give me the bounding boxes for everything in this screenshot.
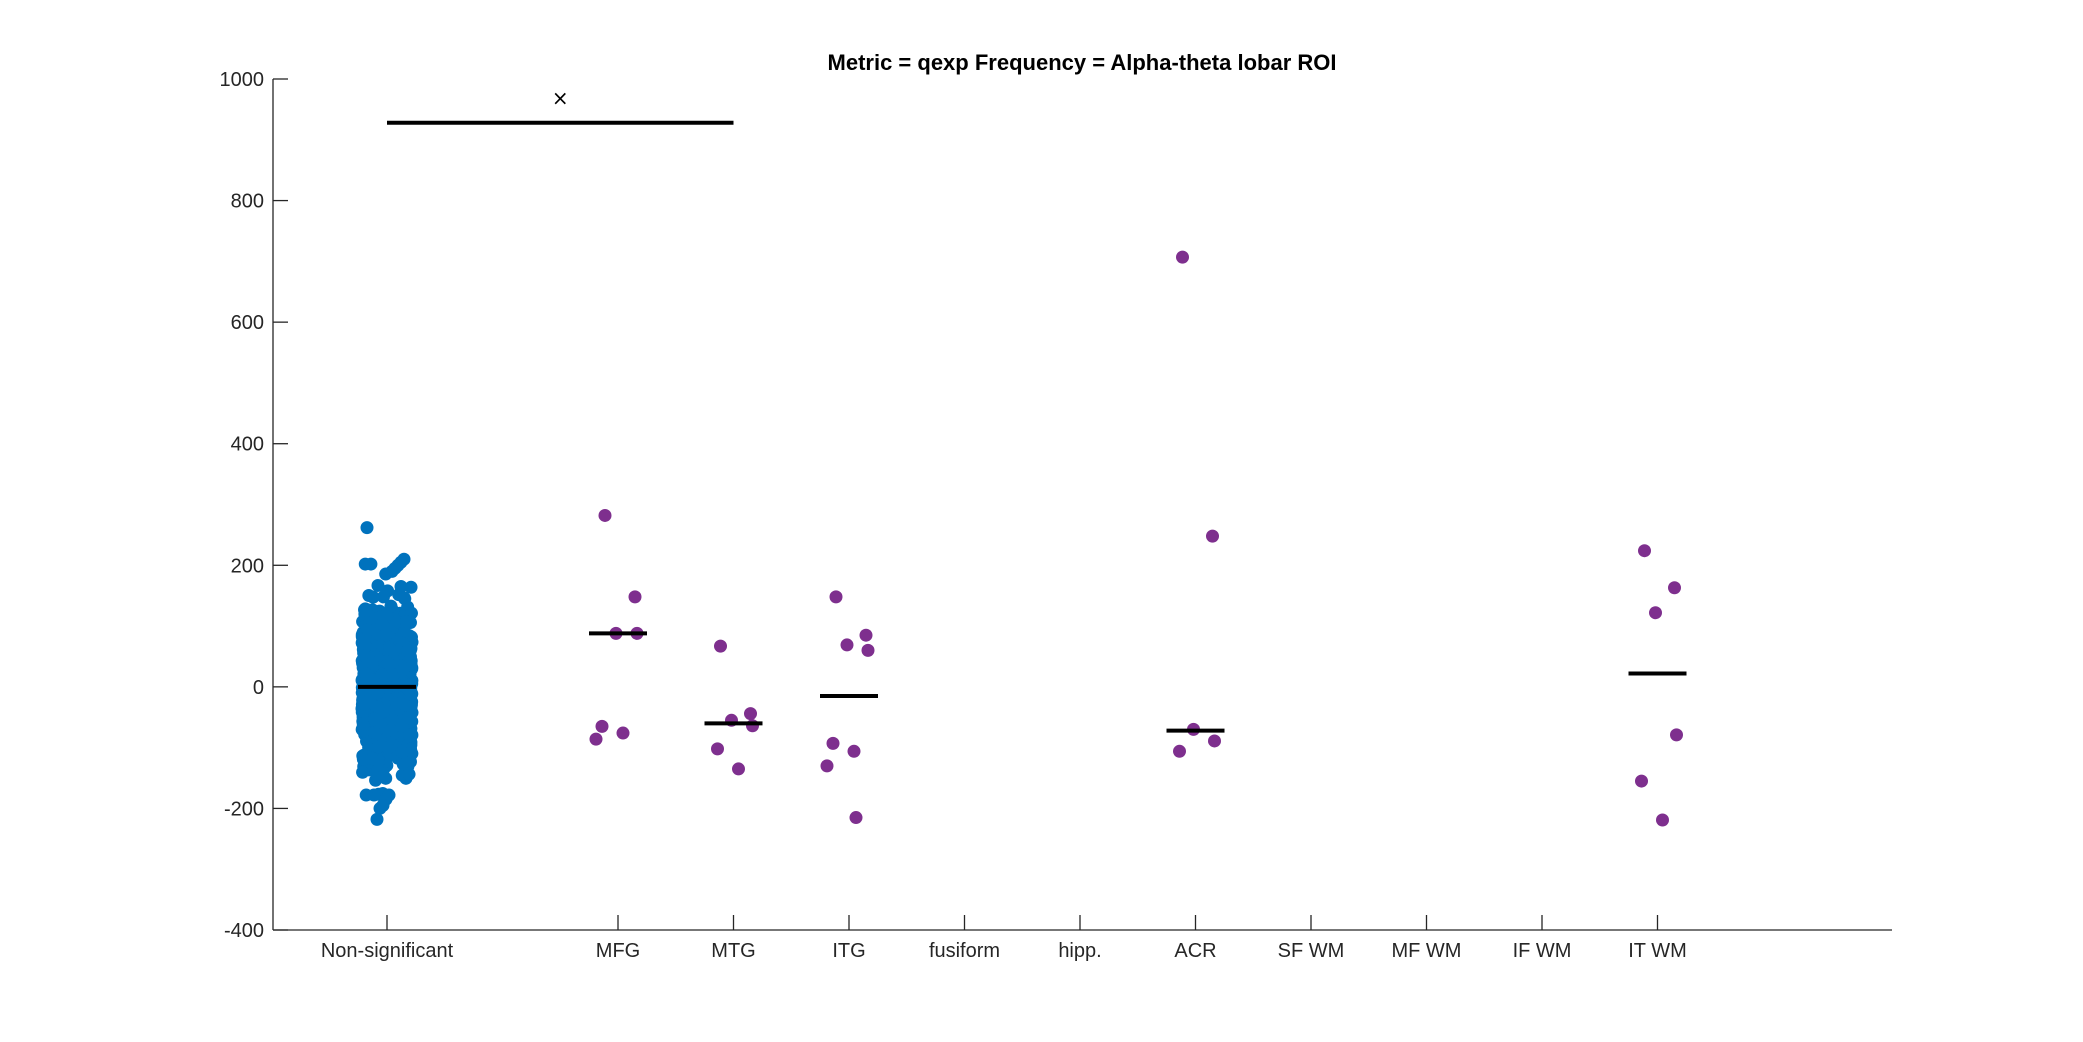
x-tick-label: IT WM bbox=[1628, 940, 1687, 962]
significant-point bbox=[1635, 774, 1648, 788]
significant-point bbox=[1638, 544, 1651, 558]
nonsignificant-point bbox=[371, 740, 385, 754]
significance-marker: × bbox=[552, 86, 569, 110]
significant-point bbox=[714, 639, 727, 653]
nonsignificant-point bbox=[370, 812, 384, 826]
nonsignificant-point bbox=[356, 765, 370, 779]
axes bbox=[272, 79, 1892, 931]
median-lines bbox=[358, 631, 1687, 733]
x-tick-label: ITG bbox=[832, 940, 865, 962]
nonsignificant-point bbox=[367, 712, 381, 726]
nonsignificant-point bbox=[360, 521, 374, 535]
significant-point bbox=[1656, 813, 1669, 827]
significant-point bbox=[826, 736, 840, 750]
nonsignificant-point bbox=[379, 771, 393, 785]
nonsignificant-point bbox=[362, 589, 376, 603]
x-axis-ticks: Non-significant MFG MTG ITG fusiform hipp. ACR… bbox=[321, 915, 1687, 962]
nonsignificant-point bbox=[401, 644, 415, 658]
nonsignificant-point bbox=[403, 729, 417, 743]
x-tick-label: Non-significant bbox=[321, 940, 454, 962]
nonsignificant-point bbox=[381, 741, 395, 755]
nonsignificant-point bbox=[359, 667, 373, 681]
x-tick-label: ACR bbox=[1174, 940, 1216, 962]
nonsignificant-point bbox=[379, 628, 393, 642]
nonsignificant-point bbox=[371, 579, 385, 593]
nonsignificant-point bbox=[385, 723, 399, 737]
y-tick-label: 600 bbox=[231, 312, 264, 334]
nonsignificant-point bbox=[365, 752, 379, 766]
significant-point bbox=[711, 742, 724, 756]
significant-point bbox=[1208, 734, 1221, 748]
y-tick-label: 1000 bbox=[220, 69, 265, 91]
nonsignificant-point bbox=[401, 711, 415, 725]
significant-point bbox=[829, 590, 843, 604]
x-tick-label: SF WM bbox=[1278, 940, 1345, 962]
x-tick-label: MTG bbox=[711, 940, 755, 962]
significant-point bbox=[1206, 529, 1219, 543]
significant-point bbox=[1668, 581, 1681, 595]
significant-point bbox=[859, 628, 873, 642]
nonsignificant-point bbox=[368, 726, 382, 740]
significant-point bbox=[847, 744, 861, 758]
nonsignificant-point bbox=[386, 713, 400, 727]
significant-point bbox=[746, 719, 759, 733]
nonsignificant-point bbox=[396, 662, 410, 676]
significant-point bbox=[1670, 728, 1683, 742]
nonsignificant-point bbox=[376, 590, 390, 604]
significant-point bbox=[1176, 250, 1189, 264]
nonsignificant-point bbox=[398, 592, 412, 606]
y-tick-label: -400 bbox=[224, 920, 264, 942]
significant-point bbox=[840, 638, 854, 652]
nonsignificant-point bbox=[361, 623, 375, 637]
nonsignificant-point bbox=[358, 640, 372, 654]
y-axis-ticks: -400 -200 0 200 400 600 800 1000 bbox=[220, 69, 288, 942]
nonsignificant-point bbox=[386, 668, 400, 682]
significant-point bbox=[744, 707, 757, 721]
nonsignificant-point bbox=[395, 745, 409, 759]
y-tick-label: -200 bbox=[224, 798, 264, 820]
nonsignificant-points bbox=[355, 521, 419, 826]
x-tick-label: IF WM bbox=[1513, 940, 1572, 962]
significant-point bbox=[732, 762, 745, 776]
nonsignificant-point bbox=[375, 617, 389, 631]
significant-point bbox=[589, 732, 603, 746]
nonsignificant-point bbox=[359, 604, 373, 618]
x-tick-label: fusiform bbox=[929, 940, 1000, 962]
significant-points bbox=[589, 250, 1683, 827]
nonsignificant-point bbox=[385, 564, 399, 578]
y-tick-label: 200 bbox=[231, 555, 264, 577]
significant-point bbox=[616, 726, 630, 740]
significant-point bbox=[849, 811, 863, 825]
nonsignificant-point bbox=[398, 698, 412, 712]
nonsignificant-point bbox=[384, 599, 398, 613]
significant-point bbox=[598, 508, 612, 522]
significant-point bbox=[595, 719, 609, 733]
x-tick-label: hipp. bbox=[1058, 940, 1101, 962]
nonsignificant-point bbox=[402, 767, 416, 781]
nonsignificant-point bbox=[404, 580, 418, 594]
nonsignificant-point bbox=[383, 657, 397, 671]
significant-point bbox=[628, 590, 642, 604]
nonsignificant-point bbox=[365, 656, 379, 670]
nonsignificant-point bbox=[364, 557, 378, 571]
chart-title: Metric = qexp Frequency = Alpha-theta lo… bbox=[828, 50, 1337, 75]
significant-point bbox=[861, 643, 875, 657]
nonsignificant-point bbox=[394, 580, 408, 594]
nonsignificant-point bbox=[399, 615, 413, 629]
y-tick-label: 0 bbox=[253, 677, 264, 699]
nonsignificant-point bbox=[371, 700, 385, 714]
significant-point bbox=[1649, 606, 1662, 620]
y-tick-label: 400 bbox=[231, 434, 264, 456]
nonsignificant-point bbox=[371, 686, 385, 700]
significant-point bbox=[1173, 744, 1186, 758]
nonsignificant-point bbox=[373, 801, 387, 815]
x-tick-label: MF WM bbox=[1392, 940, 1462, 962]
y-tick-label: 800 bbox=[231, 191, 264, 213]
significance-annotation: × bbox=[387, 86, 734, 125]
x-tick-label: MFG bbox=[596, 940, 640, 962]
significant-point bbox=[820, 759, 834, 773]
